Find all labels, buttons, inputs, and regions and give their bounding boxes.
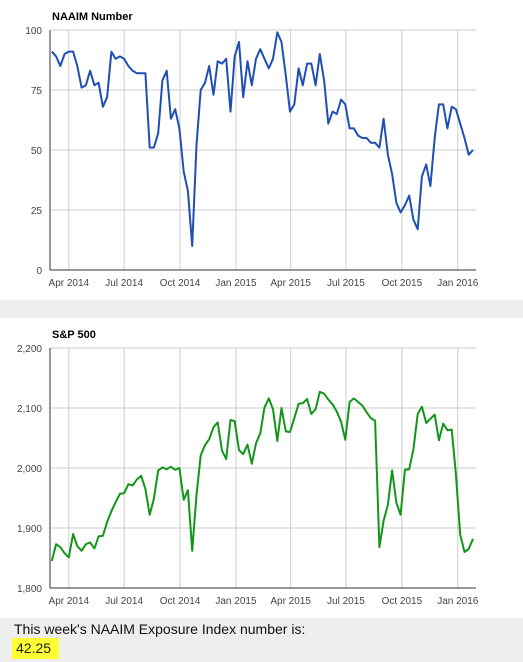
naaim-x-tick-label: Jul 2015 [327,278,365,289]
sp500-y-tick-label: 2,000 [17,464,42,475]
naaim-x-tick-label: Jul 2014 [105,278,143,289]
sp500-x-tick-label: Jan 2015 [215,596,257,607]
sp500-x-tick-label: Apr 2014 [49,596,90,607]
naaim-series-line [51,31,474,247]
exposure-value-badge: 42.25 [12,638,60,659]
sp500-x-tick-label: Oct 2014 [160,596,201,607]
sp500-x-tick-label: Oct 2015 [382,596,423,607]
naaim-line-chart: NAAIM Number 0 25 50 75 100 Apr 2014 Jul 2014 Oc… [25,11,479,289]
naaim-x-tick-label: Oct 2015 [382,278,423,289]
naaim-x-tick-label: Jan 2016 [437,278,479,289]
sp500-chart-panel: S&P 500 1,800 1,900 2,000 2,100 2,200 Apr 2014… [0,318,523,618]
sp500-x-tick-label: Jul 2015 [327,596,365,607]
naaim-x-tick-label: Apr 2014 [49,278,90,289]
naaim-x-tick-label: Oct 2014 [160,278,201,289]
sp500-x-tick-label: Jan 2016 [437,596,479,607]
sp500-series-line [50,390,474,562]
sp500-y-tick-label: 2,200 [17,344,42,355]
naaim-y-tick-label: 0 [36,266,42,277]
sp500-chart-title: S&P 500 [52,329,96,341]
naaim-x-tick-label: Apr 2015 [270,278,311,289]
naaim-x-tick-label: Jan 2015 [215,278,257,289]
sp500-line-chart: S&P 500 1,800 1,900 2,000 2,100 2,200 Apr 2014… [17,329,479,607]
sp500-y-tick-label: 1,900 [17,524,42,535]
naaim-y-tick-label: 75 [31,86,43,97]
naaim-chart-title: NAAIM Number [52,11,133,23]
exposure-caption: This week's NAAIM Exposure Index number … [14,621,306,637]
sp500-y-tick-label: 1,800 [17,584,42,595]
sp500-x-tick-label: Jul 2014 [105,596,143,607]
naaim-y-tick-label: 25 [31,206,43,217]
naaim-y-tick-label: 50 [31,146,43,157]
sp500-x-tick-label: Apr 2015 [270,596,311,607]
sp500-y-tick-label: 2,100 [17,404,42,415]
naaim-chart-panel: NAAIM Number 0 25 50 75 100 Apr 2014 Jul 2014 Oc… [0,0,523,300]
naaim-y-tick-label: 100 [25,26,42,37]
